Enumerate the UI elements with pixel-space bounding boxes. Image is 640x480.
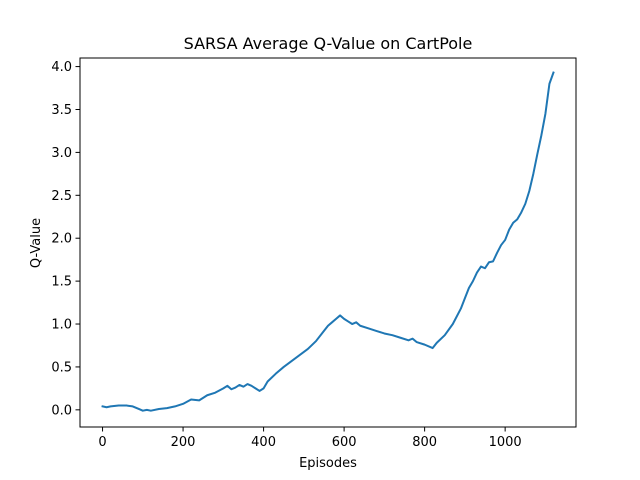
y-tick-label: 1.0 bbox=[51, 318, 72, 333]
axes-frame bbox=[79, 57, 577, 428]
y-axis-label: Q-Value bbox=[29, 218, 44, 268]
y-axis-ticks: 0.0 0.5 1.0 1.5 2.0 2.5 3.0 3.5 4.0 bbox=[51, 60, 80, 418]
y-tick-label: 2.0 bbox=[51, 232, 72, 247]
x-axis-ticks: 0 200 400 600 800 1000 bbox=[98, 427, 522, 450]
y-tick-label: 4.0 bbox=[51, 60, 72, 75]
y-tick-label: 0.5 bbox=[51, 360, 72, 375]
x-tick-label: 0 bbox=[98, 435, 106, 450]
y-tick-label: 1.5 bbox=[51, 275, 72, 290]
y-tick-label: 3.5 bbox=[51, 103, 72, 118]
x-tick-label: 800 bbox=[412, 435, 437, 450]
x-tick-label: 400 bbox=[251, 435, 276, 450]
x-tick-label: 200 bbox=[171, 435, 196, 450]
series-line bbox=[101, 71, 555, 412]
x-tick-label: 600 bbox=[332, 435, 357, 450]
x-tick-label: 1000 bbox=[489, 435, 522, 450]
chart-title: SARSA Average Q-Value on CartPole bbox=[184, 34, 473, 53]
y-tick-label: 2.5 bbox=[51, 189, 72, 204]
x-axis-label: Episodes bbox=[299, 456, 357, 471]
y-tick-label: 0.0 bbox=[51, 403, 72, 418]
plot-area bbox=[79, 57, 577, 428]
y-tick-label: 3.0 bbox=[51, 146, 72, 161]
